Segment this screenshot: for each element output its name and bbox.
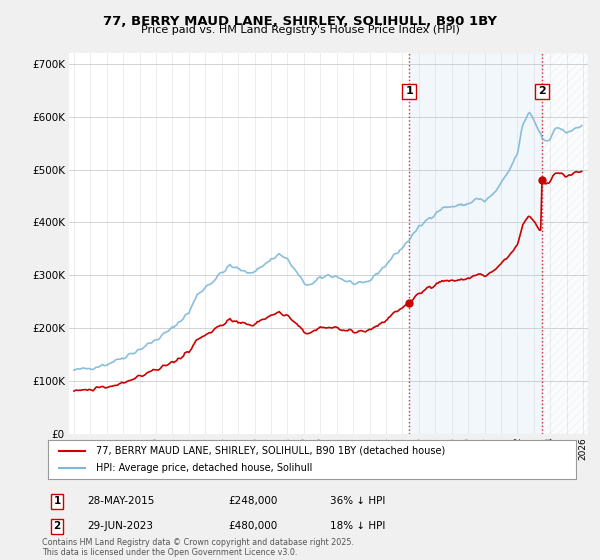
Text: £480,000: £480,000 xyxy=(228,521,277,531)
Text: 18% ↓ HPI: 18% ↓ HPI xyxy=(330,521,385,531)
Bar xyxy=(409,53,542,434)
Text: 1: 1 xyxy=(53,496,61,506)
Text: 2: 2 xyxy=(53,521,61,531)
Text: 77, BERRY MAUD LANE, SHIRLEY, SOLIHULL, B90 1BY (detached house): 77, BERRY MAUD LANE, SHIRLEY, SOLIHULL, … xyxy=(95,446,445,456)
Text: 1: 1 xyxy=(405,86,413,96)
Text: Price paid vs. HM Land Registry's House Price Index (HPI): Price paid vs. HM Land Registry's House … xyxy=(140,25,460,35)
Text: Contains HM Land Registry data © Crown copyright and database right 2025.
This d: Contains HM Land Registry data © Crown c… xyxy=(42,538,354,557)
Text: 29-JUN-2023: 29-JUN-2023 xyxy=(87,521,153,531)
Bar xyxy=(542,53,588,434)
Text: HPI: Average price, detached house, Solihull: HPI: Average price, detached house, Soli… xyxy=(95,463,312,473)
Text: 28-MAY-2015: 28-MAY-2015 xyxy=(87,496,154,506)
Text: 77, BERRY MAUD LANE, SHIRLEY, SOLIHULL, B90 1BY: 77, BERRY MAUD LANE, SHIRLEY, SOLIHULL, … xyxy=(103,15,497,27)
Text: 2: 2 xyxy=(538,86,546,96)
Text: £248,000: £248,000 xyxy=(228,496,277,506)
Text: 36% ↓ HPI: 36% ↓ HPI xyxy=(330,496,385,506)
Bar xyxy=(542,53,588,434)
